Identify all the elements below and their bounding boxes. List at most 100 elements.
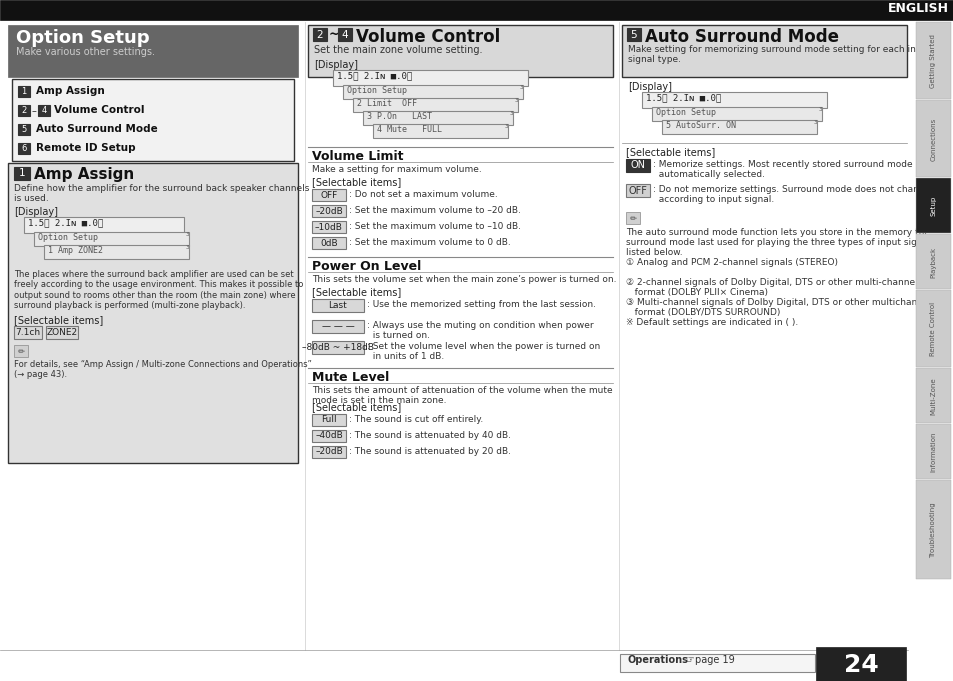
Text: The places where the surround back amplifier are used can be set
freely accordin: The places where the surround back ampli… [14, 270, 303, 311]
Bar [312, 414, 346, 426]
Text: 2: 2 [21, 106, 27, 115]
Text: : Set the volume level when the power is turned on
  in units of 1 dB.: : Set the volume level when the power is… [367, 342, 599, 362]
Text: –40dB: –40dB [314, 432, 342, 441]
Text: OFF: OFF [628, 185, 647, 195]
Bar [626, 28, 640, 41]
Text: ✏: ✏ [629, 213, 636, 222]
Bar [312, 446, 346, 458]
Text: This sets the amount of attenuation of the volume when the mute
mode is set in t: This sets the amount of attenuation of t… [312, 386, 612, 405]
Bar [815, 647, 905, 681]
Text: [Display]: [Display] [627, 82, 671, 92]
Text: Option Setup: Option Setup [656, 108, 716, 117]
Bar [373, 124, 507, 138]
Text: ② 2-channel signals of Dolby Digital, DTS or other multi-channel
   format (DOLB: ② 2-channel signals of Dolby Digital, DT… [625, 278, 917, 298]
Text: 1.5ᴘ 2.Iɴ ■.0ᴘ: 1.5ᴘ 2.Iɴ ■.0ᴘ [28, 218, 103, 227]
Text: : Set the maximum volume to 0 dB.: : Set the maximum volume to 0 dB. [349, 238, 510, 247]
Text: 1: 1 [21, 87, 27, 96]
Text: 4 Mute   FULL: 4 Mute FULL [376, 125, 441, 134]
Text: This sets the volume set when the main zone’s power is turned on.: This sets the volume set when the main z… [312, 275, 616, 284]
Bar [915, 424, 950, 479]
Bar [14, 345, 28, 357]
Text: 1.5ᴘ 2.Iɴ ■.0ᴘ: 1.5ᴘ 2.Iɴ ■.0ᴘ [336, 71, 412, 80]
Text: For details, see “Amp Assign / Multi-zone Connections and Operations”
(→ page 43: For details, see “Amp Assign / Multi-zon… [14, 360, 312, 379]
Text: Getting Started: Getting Started [929, 34, 936, 88]
Text: ① Analog and PCM 2-channel signals (STEREO): ① Analog and PCM 2-channel signals (STER… [625, 258, 837, 267]
Text: –80dB ~ +18dB: –80dB ~ +18dB [302, 343, 374, 352]
Text: — — —: — — — [321, 322, 354, 331]
Text: [Display]: [Display] [14, 207, 58, 217]
Text: –: – [32, 106, 37, 116]
Text: ③ Multi-channel signals of Dolby Digital, DTS or other multichannel
   format (D: ③ Multi-channel signals of Dolby Digital… [625, 298, 930, 317]
Text: 5: 5 [21, 125, 27, 134]
Text: 3: 3 [818, 107, 821, 112]
Text: Full: Full [321, 415, 336, 424]
Text: 1 Amp ZONE2: 1 Amp ZONE2 [48, 246, 103, 255]
Bar [337, 28, 352, 41]
Text: 5 AutoSurr. ON: 5 AutoSurr. ON [665, 121, 735, 130]
Text: Make a setting for maximum volume.: Make a setting for maximum volume. [312, 165, 481, 174]
Text: Make various other settings.: Make various other settings. [16, 47, 154, 57]
Bar [915, 480, 950, 579]
Text: [Selectable items]: [Selectable items] [312, 287, 401, 297]
Text: ☞: ☞ [684, 655, 693, 665]
Text: –20dB: –20dB [314, 447, 342, 456]
Text: ON: ON [630, 161, 645, 170]
Text: : Always use the muting on condition when power
  is turned on.: : Always use the muting on condition whe… [367, 321, 593, 340]
Text: [Selectable items]: [Selectable items] [312, 402, 401, 412]
Text: The auto surround mode function lets you store in the memory the: The auto surround mode function lets you… [625, 228, 929, 237]
Bar [312, 221, 346, 233]
Text: : Use the memorized setting from the last session.: : Use the memorized setting from the las… [367, 300, 596, 309]
Bar [333, 70, 527, 86]
Text: 3: 3 [510, 111, 513, 116]
Bar [915, 368, 950, 423]
Text: [Selectable items]: [Selectable items] [625, 147, 715, 157]
Bar [353, 98, 517, 112]
Bar [312, 189, 346, 201]
Text: –20dB: –20dB [314, 206, 342, 215]
Text: : The sound is attenuated by 40 dB.: : The sound is attenuated by 40 dB. [349, 431, 511, 440]
Bar [363, 111, 513, 125]
Bar [18, 86, 30, 97]
Text: : Set the maximum volume to –10 dB.: : Set the maximum volume to –10 dB. [349, 222, 520, 231]
Bar [915, 100, 950, 177]
Bar [18, 124, 30, 135]
Text: Amp Assign: Amp Assign [34, 167, 134, 182]
Bar [313, 28, 327, 41]
Text: Auto Surround Mode: Auto Surround Mode [644, 28, 838, 46]
Text: ZONE2: ZONE2 [47, 328, 77, 337]
Bar [915, 234, 950, 289]
Text: Playback: Playback [929, 247, 936, 278]
Text: –10dB: –10dB [314, 223, 342, 232]
Text: 6: 6 [21, 144, 27, 153]
Text: Setup: Setup [929, 196, 936, 216]
Text: [Selectable items]: [Selectable items] [312, 177, 401, 187]
Bar [312, 341, 364, 354]
Bar [14, 326, 42, 339]
Text: : The sound is cut off entirely.: : The sound is cut off entirely. [349, 415, 483, 424]
Bar [8, 163, 297, 463]
Text: ※ Default settings are indicated in ( ).: ※ Default settings are indicated in ( ). [625, 318, 798, 327]
Text: Option Setup: Option Setup [347, 86, 407, 95]
Bar [12, 79, 294, 161]
Text: 24: 24 [842, 653, 878, 677]
Text: Volume Limit: Volume Limit [312, 150, 403, 163]
Text: Information: Information [929, 432, 936, 472]
Text: Multi-Zone: Multi-Zone [929, 377, 936, 415]
Text: 3: 3 [504, 124, 508, 129]
Bar [312, 237, 346, 249]
Bar [625, 159, 649, 172]
Text: ~: ~ [329, 28, 339, 41]
Text: 1.5ᴘ 2.Iɴ ■.0ᴘ: 1.5ᴘ 2.Iɴ ■.0ᴘ [645, 93, 720, 102]
Bar [312, 299, 364, 312]
Bar [312, 430, 346, 442]
Text: : The sound is attenuated by 20 dB.: : The sound is attenuated by 20 dB. [349, 447, 511, 456]
Text: : Do not set a maximum volume.: : Do not set a maximum volume. [349, 190, 497, 199]
Text: ✏: ✏ [17, 346, 25, 355]
Bar [18, 143, 30, 154]
Bar [14, 167, 30, 180]
Text: 0dB: 0dB [320, 238, 337, 247]
Text: 3: 3 [813, 120, 817, 125]
Bar [34, 232, 189, 246]
Text: Connections: Connections [929, 117, 936, 161]
Text: 3: 3 [186, 232, 190, 237]
